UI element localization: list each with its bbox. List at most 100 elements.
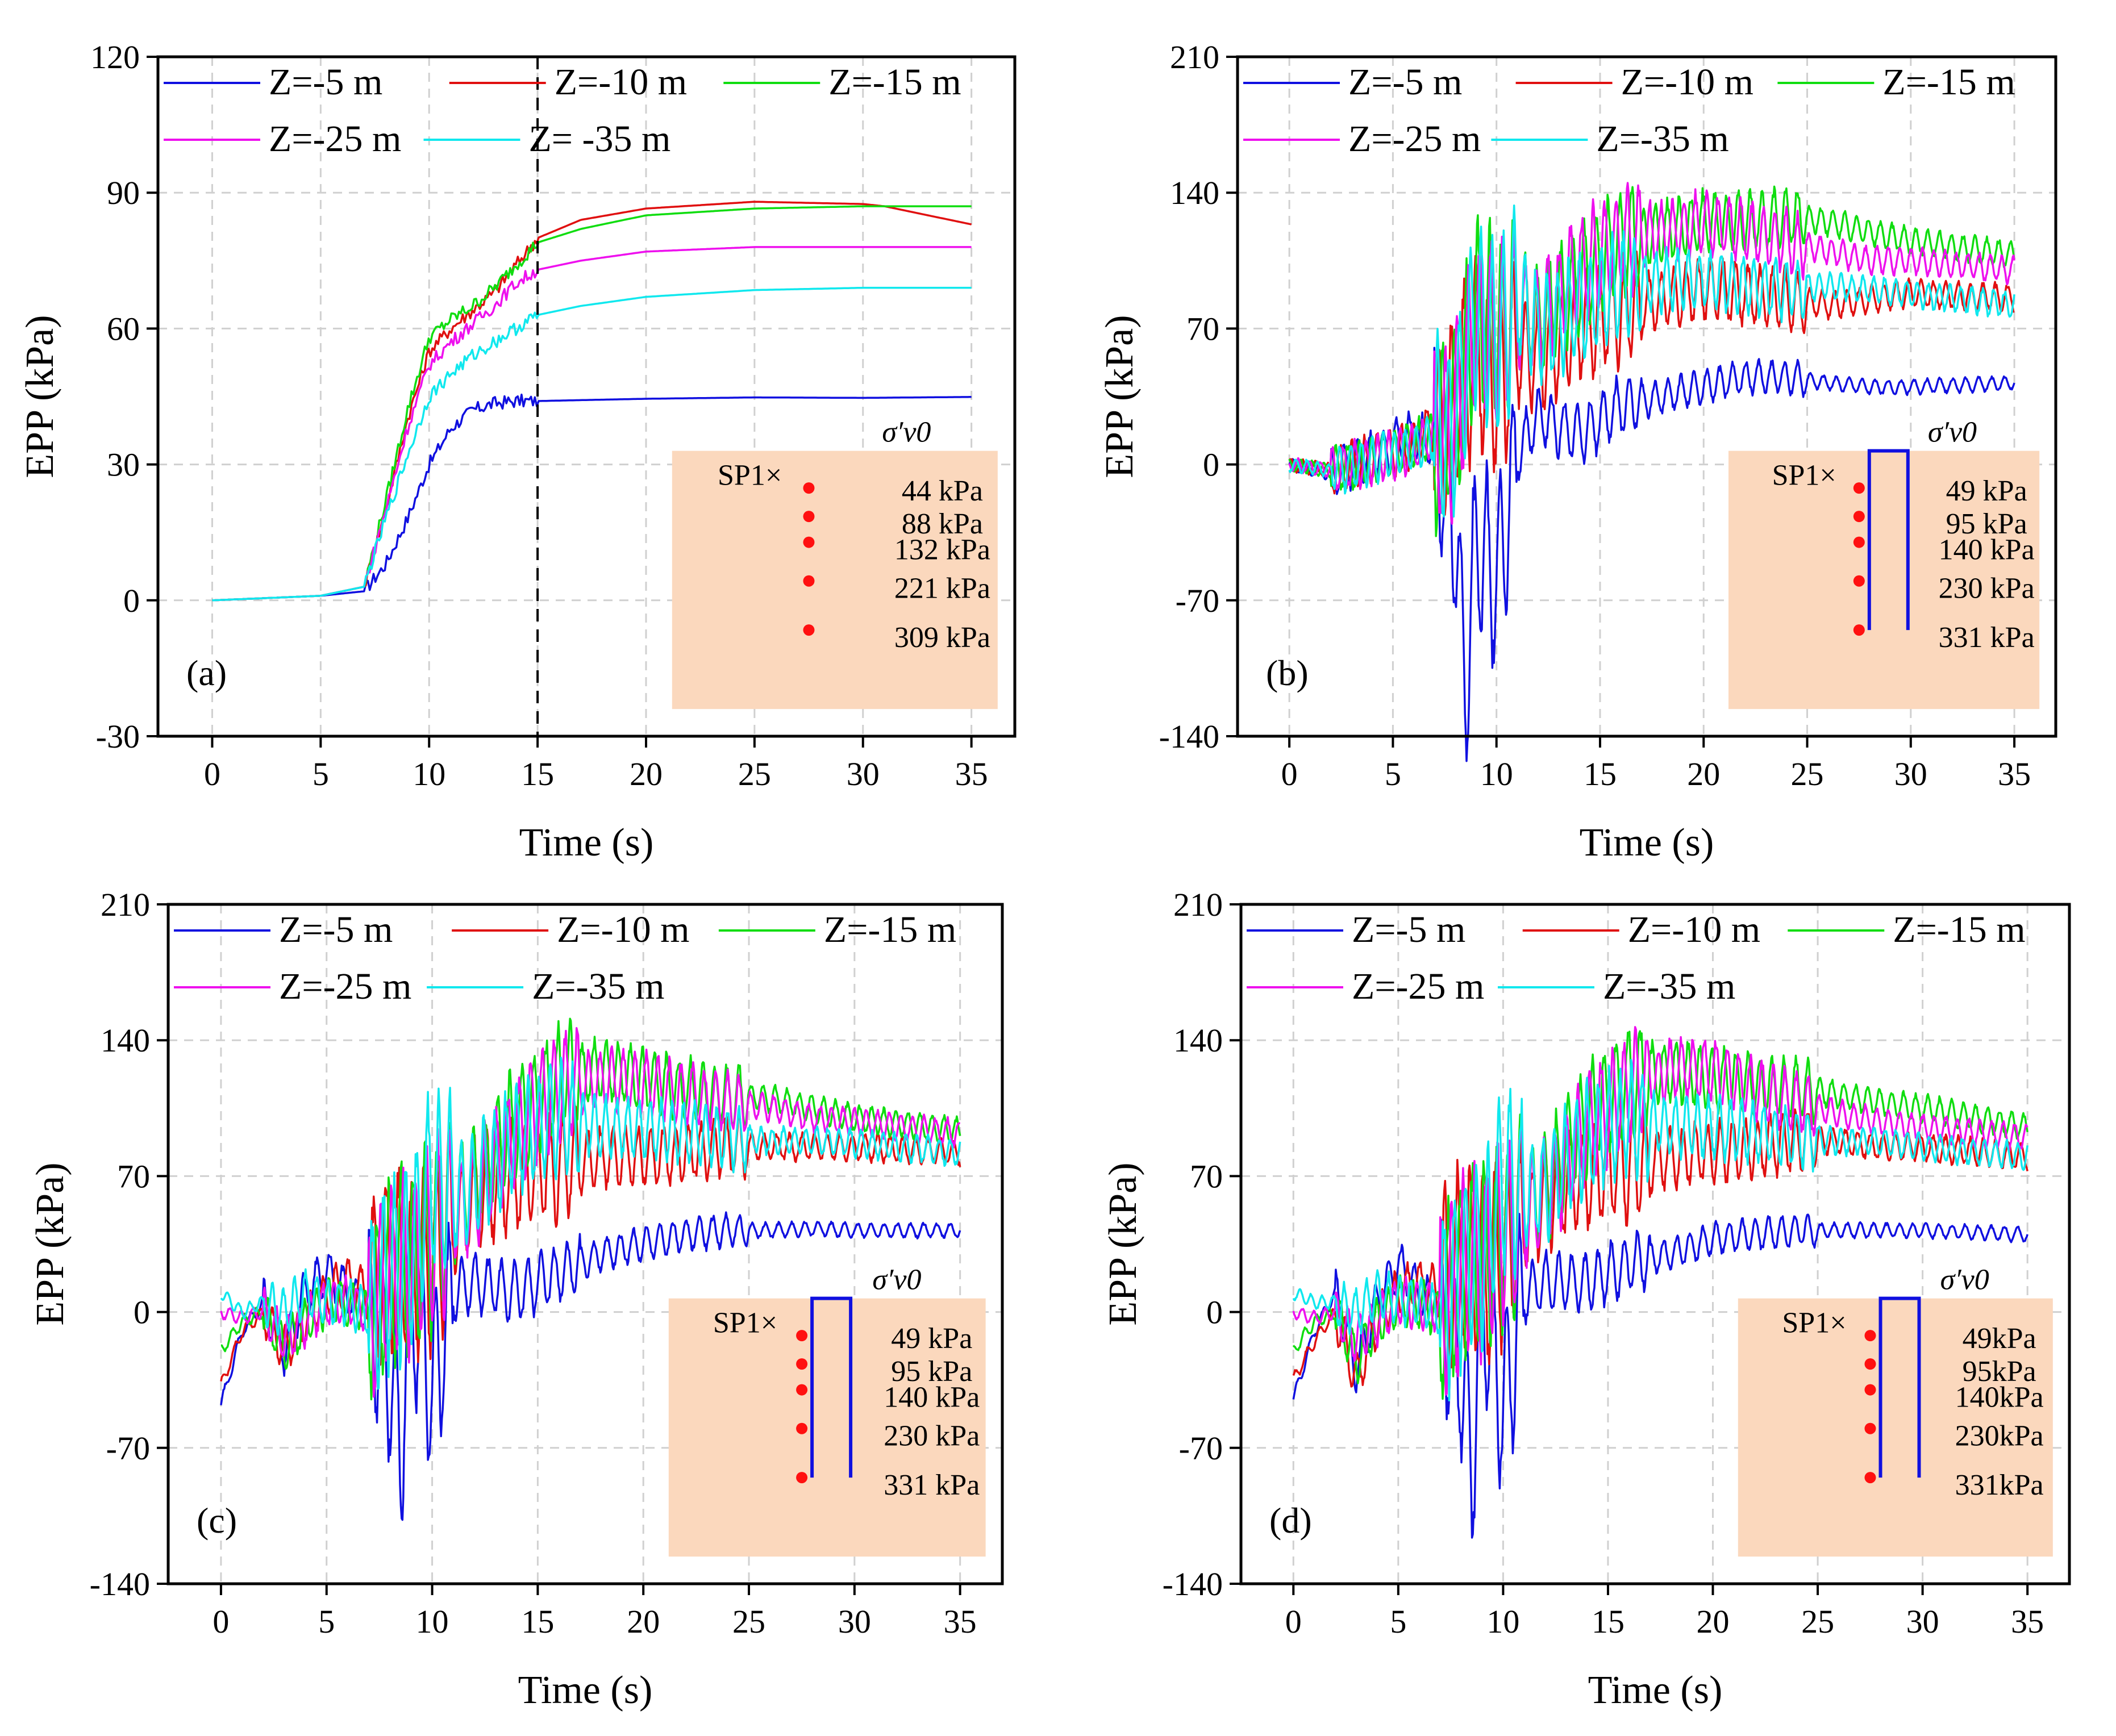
- legend-label: Z=-25 m: [1348, 118, 1481, 160]
- x-axis-title: Time (s): [1588, 1668, 1723, 1712]
- x-axis-title: Time (s): [519, 821, 654, 865]
- legend-label: Z=-25 m: [279, 966, 411, 1007]
- y-tick-label: -70: [1179, 1430, 1223, 1467]
- y-tick-label: 210: [1173, 886, 1223, 923]
- y-tick-label: 60: [107, 310, 140, 347]
- sensor-dot: [1864, 1358, 1876, 1370]
- x-tick-label: 25: [738, 756, 771, 792]
- x-tick-label: 35: [1998, 756, 2031, 792]
- x-tick-label: 10: [416, 1603, 449, 1640]
- x-tick-label: 25: [1791, 756, 1824, 792]
- y-tick-label: 70: [1190, 1158, 1223, 1195]
- x-tick-label: 15: [1584, 756, 1617, 792]
- legend-label: Z=-10 m: [1628, 909, 1760, 950]
- inset-box: [1738, 1298, 2053, 1557]
- sensor-dot: [796, 1358, 808, 1370]
- legend-label: Z=-10 m: [557, 909, 689, 950]
- inset-value-label: 230 kPa: [884, 1420, 980, 1453]
- series-line-5: [1292, 1059, 2028, 1401]
- legend-label: Z=-5 m: [1348, 61, 1462, 103]
- y-axis-title: EPP (kPa): [28, 1162, 72, 1325]
- series-line-5: [1288, 205, 2015, 518]
- y-tick-label: -140: [1159, 718, 1219, 755]
- x-tick-label: 15: [521, 1603, 554, 1640]
- series-line-5: [212, 286, 972, 602]
- y-tick-label: 210: [1170, 39, 1219, 76]
- panel-label: (d): [1269, 1500, 1312, 1541]
- sensor-dot: [803, 575, 815, 587]
- legend-label: Z=-35 m: [1603, 966, 1735, 1007]
- sensor-dot: [1864, 1472, 1876, 1484]
- legend-label: Z=-25 m: [269, 118, 401, 160]
- x-tick-label: 10: [413, 756, 445, 792]
- inset-value-label: 331kPa: [1955, 1469, 2044, 1501]
- y-tick-label: 140: [101, 1022, 150, 1059]
- y-axis-title: EPP (kPa): [18, 315, 62, 478]
- series-line-1: [1292, 1213, 2028, 1539]
- x-tick-label: 25: [1801, 1603, 1834, 1640]
- inset-value-label: 95 kPa: [891, 1355, 972, 1388]
- series-line-1: [1288, 347, 2015, 762]
- inset-value-label: 140kPa: [1955, 1382, 2044, 1414]
- inset-value-label: 221 kPa: [894, 573, 990, 605]
- inset-header-sigma: σ′v0: [1928, 416, 1977, 449]
- y-tick-label: 70: [117, 1158, 150, 1195]
- inset-box: [672, 450, 998, 710]
- legend-label: Z=-10 m: [1621, 61, 1753, 103]
- y-tick-label: 30: [107, 446, 140, 483]
- sensor-dot: [1864, 1422, 1876, 1434]
- legend-label: Z=-15 m: [828, 61, 961, 103]
- x-tick-label: 30: [838, 1603, 871, 1640]
- inset-header-sigma: σ′v0: [882, 416, 931, 449]
- y-tick-label: -30: [96, 718, 140, 755]
- legend-label: Z=-5 m: [1352, 909, 1465, 950]
- legend-label: Z=-5 m: [279, 909, 393, 950]
- sensor-dot: [796, 1384, 808, 1396]
- inset-box: [1728, 450, 2040, 710]
- sensor-dot: [796, 1422, 808, 1434]
- y-tick-label: 70: [1186, 310, 1219, 347]
- inset-value-label: 95kPa: [1963, 1355, 2036, 1388]
- sensor-dot: [1853, 511, 1865, 523]
- x-tick-label: 35: [2011, 1603, 2044, 1640]
- x-axis-title: Time (s): [1580, 821, 1714, 865]
- inset-value-label: 140 kPa: [884, 1382, 980, 1414]
- pile-outline: [810, 1296, 853, 1478]
- inset-marker-label: SP1×: [713, 1307, 777, 1339]
- x-tick-label: 30: [847, 756, 880, 792]
- x-tick-label: 30: [1894, 756, 1927, 792]
- inset-marker-label: SP1×: [718, 460, 782, 492]
- sensor-dot: [1853, 536, 1865, 548]
- x-tick-label: 15: [521, 756, 554, 792]
- x-tick-label: 20: [1697, 1603, 1730, 1640]
- panel-label: (c): [197, 1500, 237, 1541]
- sensor-dot: [1864, 1384, 1876, 1396]
- x-axis-title: Time (s): [518, 1668, 653, 1712]
- x-tick-label: 0: [213, 1603, 229, 1640]
- panel-label: (b): [1266, 653, 1309, 693]
- legend-label: Z= -35 m: [528, 118, 670, 160]
- y-tick-label: -140: [90, 1566, 150, 1603]
- x-tick-label: 35: [955, 756, 988, 792]
- legend-label: Z=-15 m: [824, 909, 956, 950]
- inset-value-label: 309 kPa: [894, 621, 990, 654]
- sensor-dot: [803, 482, 815, 494]
- y-tick-label: 140: [1170, 174, 1219, 211]
- series-line-3: [1288, 185, 2015, 537]
- y-tick-label: 0: [1206, 1294, 1223, 1331]
- x-tick-label: 10: [1480, 756, 1513, 792]
- x-tick-label: 15: [1592, 1603, 1625, 1640]
- inset-value-label: 230kPa: [1955, 1420, 2044, 1453]
- inset-value-label: 49kPa: [1963, 1322, 2036, 1355]
- inset-value-label: 95 kPa: [1946, 508, 2027, 540]
- series-line-3: [1292, 1030, 2028, 1400]
- inset-marker-label: SP1×: [1772, 460, 1836, 492]
- panel-label: (a): [186, 653, 227, 693]
- series-line-3: [220, 1017, 961, 1401]
- axes-frame: [166, 903, 1004, 1585]
- inset-value-label: 49 kPa: [1946, 475, 2027, 507]
